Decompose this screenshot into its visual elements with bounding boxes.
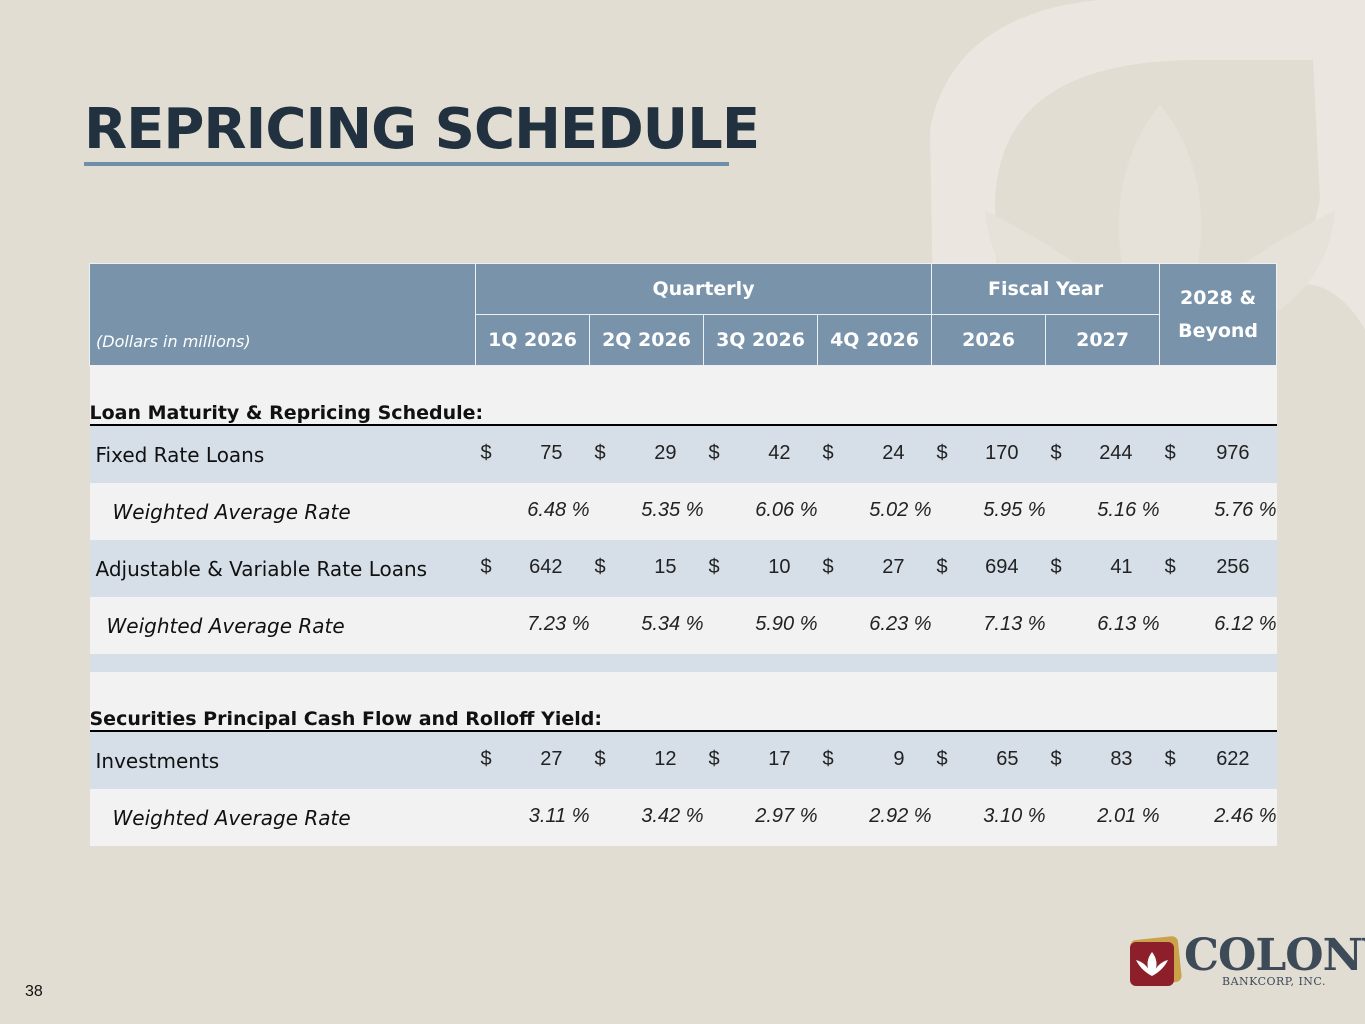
value-cell: 29 — [654, 442, 677, 464]
rate-cell: 3.10 % — [983, 805, 1046, 827]
currency-symbol: $ — [1050, 442, 1062, 464]
column-header-2q-2026: 2Q 2026 — [589, 314, 704, 366]
value-cell: 244 — [1099, 442, 1133, 464]
slide-title: REPRICING SCHEDULE — [84, 97, 760, 162]
currency-symbol: $ — [1050, 556, 1062, 578]
table-row-investments-weighted-rate: Weighted Average Rate 3.11 % 3.42 % 2.97… — [89, 789, 1277, 846]
currency-symbol: $ — [480, 442, 492, 464]
currency-symbol: $ — [822, 556, 834, 578]
value-cell: 256 — [1216, 556, 1250, 578]
currency-symbol: $ — [480, 748, 492, 770]
currency-symbol: $ — [1164, 442, 1176, 464]
value-cell: 27 — [540, 748, 563, 770]
row-label: Fixed Rate Loans — [89, 425, 476, 483]
value-cell: 65 — [996, 748, 1019, 770]
rate-cell: 2.97 % — [755, 805, 818, 827]
currency-symbol: $ — [822, 748, 834, 770]
rate-cell: 5.34 % — [641, 613, 704, 635]
value-cell: 10 — [768, 556, 791, 578]
rate-cell: 7.23 % — [527, 613, 590, 635]
value-cell: 24 — [882, 442, 905, 464]
rate-cell: 2.01 % — [1097, 805, 1160, 827]
currency-symbol: $ — [480, 556, 492, 578]
rate-cell: 6.48 % — [527, 499, 590, 521]
currency-symbol: $ — [936, 442, 948, 464]
title-underline — [84, 162, 729, 166]
currency-symbol: $ — [594, 556, 606, 578]
value-cell: 976 — [1216, 442, 1250, 464]
value-cell: 83 — [1110, 748, 1133, 770]
rate-cell: 6.23 % — [869, 613, 932, 635]
beyond-line-1: 2028 & — [1180, 286, 1257, 309]
currency-symbol: $ — [708, 442, 720, 464]
rate-cell: 7.13 % — [983, 613, 1046, 635]
section-title-loans: Loan Maturity & Repricing Schedule: — [89, 365, 1277, 426]
colony-logo-icon — [1130, 936, 1182, 986]
beyond-line-2: Beyond — [1178, 319, 1259, 342]
row-label: Weighted Average Rate — [89, 597, 476, 654]
currency-symbol: $ — [822, 442, 834, 464]
column-header-3q-2026: 3Q 2026 — [703, 314, 818, 366]
rate-cell: 5.90 % — [755, 613, 818, 635]
currency-symbol: $ — [594, 442, 606, 464]
value-cell: 75 — [540, 442, 563, 464]
currency-symbol: $ — [708, 556, 720, 578]
row-label: Weighted Average Rate — [89, 789, 476, 846]
rate-cell: 5.95 % — [983, 499, 1046, 521]
rate-cell: 6.13 % — [1097, 613, 1160, 635]
rate-cell: 6.06 % — [755, 499, 818, 521]
value-cell: 9 — [893, 748, 905, 770]
rate-cell: 5.76 % — [1214, 499, 1277, 521]
value-cell: 15 — [654, 556, 677, 578]
table-row-adjustable-rate-loans: Adjustable & Variable Rate Loans $642 $1… — [89, 540, 1277, 597]
value-cell: 42 — [768, 442, 791, 464]
currency-symbol: $ — [1050, 748, 1062, 770]
row-label: Investments — [89, 731, 476, 789]
column-header-1q-2026: 1Q 2026 — [475, 314, 590, 366]
spacer-row — [89, 654, 1277, 672]
rate-cell: 3.11 % — [528, 805, 590, 827]
currency-symbol: $ — [594, 748, 606, 770]
currency-symbol: $ — [936, 556, 948, 578]
column-header-4q-2026: 4Q 2026 — [816, 314, 933, 366]
row-label: Weighted Average Rate — [89, 483, 476, 540]
value-cell: 694 — [985, 556, 1019, 578]
rate-cell: 5.35 % — [641, 499, 704, 521]
value-cell: 642 — [529, 556, 563, 578]
table-row-fixed-weighted-rate: Weighted Average Rate 6.48 % 5.35 % 6.06… — [89, 483, 1277, 540]
currency-symbol: $ — [936, 748, 948, 770]
rate-cell: 5.02 % — [869, 499, 932, 521]
fiscal-year-group-header: Fiscal Year — [931, 263, 1161, 315]
logo-wordmark: COLONY — [1184, 930, 1365, 981]
value-cell: 12 — [654, 748, 677, 770]
table-row-fixed-rate-loans: Fixed Rate Loans $75 $29 $42 $24 $170 $2… — [89, 425, 1277, 483]
rate-cell: 2.46 % — [1214, 805, 1277, 827]
quarterly-group-header: Quarterly — [474, 263, 933, 315]
value-cell: 170 — [985, 442, 1019, 464]
currency-symbol: $ — [708, 748, 720, 770]
section-title-securities: Securities Principal Cash Flow and Rollo… — [89, 672, 1277, 732]
column-header-2027: 2027 — [1045, 314, 1161, 366]
logo-subtitle: BANKCORP, INC. — [1222, 975, 1326, 988]
rate-cell: 2.92 % — [869, 805, 932, 827]
beyond-column-header: 2028 & Beyond — [1159, 263, 1278, 366]
units-label: (Dollars in millions) — [89, 263, 476, 366]
column-header-2026: 2026 — [931, 314, 1047, 366]
repricing-schedule-table: (Dollars in millions) Quarterly Fiscal Y… — [89, 263, 1278, 846]
currency-symbol: $ — [1164, 748, 1176, 770]
page-number: 38 — [25, 983, 43, 1000]
value-cell: 622 — [1216, 748, 1250, 770]
rate-cell: 3.42 % — [641, 805, 704, 827]
table-row-adjustable-weighted-rate: Weighted Average Rate 7.23 % 5.34 % 5.90… — [89, 597, 1277, 654]
rate-cell: 6.12 % — [1214, 613, 1277, 635]
row-label: Adjustable & Variable Rate Loans — [89, 540, 476, 597]
value-cell: 27 — [882, 556, 905, 578]
currency-symbol: $ — [1164, 556, 1176, 578]
table-row-investments: Investments $27 $12 $17 $9 $65 $83 $622 — [89, 731, 1277, 789]
value-cell: 41 — [1110, 556, 1133, 578]
rate-cell: 5.16 % — [1097, 499, 1160, 521]
value-cell: 17 — [768, 748, 791, 770]
